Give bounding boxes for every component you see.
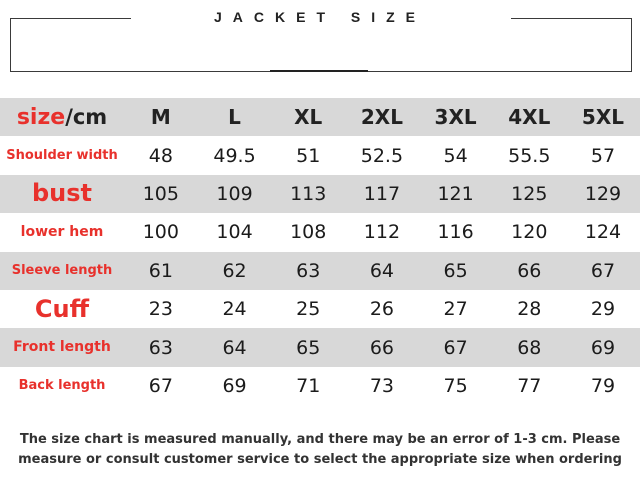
table-row: lower hem 100 104 108 112 116 120 124 bbox=[0, 213, 640, 251]
note-line-2: measure or consult customer service to s… bbox=[18, 452, 622, 467]
table-cell: 55.5 bbox=[508, 144, 551, 167]
table-cell: 65 bbox=[443, 259, 468, 282]
row-label-shoulder: Shoulder width bbox=[6, 147, 118, 163]
size-header-3xl: 3XL bbox=[434, 105, 477, 130]
table-cell: 57 bbox=[590, 144, 616, 167]
table-cell: 67 bbox=[443, 336, 468, 359]
table-row: Back length 67 69 71 73 75 77 79 bbox=[0, 367, 640, 405]
size-header-l: L bbox=[228, 105, 241, 130]
table-cell: 26 bbox=[369, 298, 394, 321]
size-table: size/cm M L XL 2XL 3XL 4XL 5XL Shoulder … bbox=[0, 98, 640, 405]
table-cell: 71 bbox=[296, 374, 321, 397]
table-cell: 79 bbox=[590, 374, 616, 397]
table-cell: 48 bbox=[148, 144, 173, 167]
size-word: size bbox=[16, 104, 66, 130]
table-cell: 105 bbox=[142, 182, 179, 205]
size-header-xl: XL bbox=[294, 105, 323, 130]
table-cell: 75 bbox=[443, 374, 468, 397]
table-row: Shoulder width 48 49.5 51 52.5 54 55.5 5… bbox=[0, 136, 640, 174]
table-cell: 69 bbox=[590, 336, 616, 359]
table-cell: 124 bbox=[584, 221, 622, 244]
table-cell: 104 bbox=[216, 221, 253, 244]
unit-label: /cm bbox=[65, 105, 108, 130]
table-cell: 63 bbox=[296, 259, 321, 282]
table-row: bust 105 109 113 117 121 125 129 bbox=[0, 174, 640, 214]
table-header-row: size/cm M L XL 2XL 3XL 4XL 5XL bbox=[0, 98, 640, 137]
table-cell: 129 bbox=[584, 182, 622, 205]
size-header-4xl: 4XL bbox=[508, 105, 551, 130]
table-cell: 66 bbox=[517, 259, 542, 282]
row-label-cuff: Cuff bbox=[34, 294, 90, 323]
chart-title: JACKET SIZE bbox=[213, 9, 426, 25]
measurement-note: The size chart is measured manually, and… bbox=[0, 430, 640, 470]
row-label-sleeve: Sleeve length bbox=[11, 262, 113, 278]
table-cell: 64 bbox=[222, 336, 247, 359]
table-row: Front length 63 64 65 66 67 68 69 bbox=[0, 328, 640, 367]
note-line-1: The size chart is measured manually, and… bbox=[19, 432, 621, 447]
table-cell: 64 bbox=[369, 259, 394, 282]
table-cell: 100 bbox=[142, 221, 179, 244]
table-cell: 54 bbox=[443, 144, 468, 167]
title-box bbox=[10, 18, 632, 72]
table-cell: 125 bbox=[511, 182, 548, 205]
table-row: Sleeve length 61 62 63 64 65 66 67 bbox=[0, 251, 640, 290]
table-cell: 73 bbox=[369, 374, 394, 397]
row-label-bust: bust bbox=[31, 179, 93, 208]
table-cell: 62 bbox=[222, 259, 247, 282]
table-cell: 65 bbox=[296, 336, 321, 359]
row-label-lower-hem: lower hem bbox=[20, 224, 104, 241]
table-cell: 51 bbox=[296, 144, 321, 167]
table-cell: 29 bbox=[590, 298, 616, 321]
table-cell: 49.5 bbox=[213, 144, 256, 167]
table-cell: 69 bbox=[222, 374, 247, 397]
table-cell: 116 bbox=[437, 221, 474, 244]
table-cell: 66 bbox=[369, 336, 394, 359]
table-cell: 52.5 bbox=[360, 144, 404, 167]
size-unit-label: size/cm bbox=[0, 106, 124, 129]
table-row: Cuff 23 24 25 26 27 28 29 bbox=[0, 290, 640, 328]
table-cell: 61 bbox=[148, 259, 173, 282]
table-cell: 23 bbox=[148, 298, 173, 321]
table-cell: 25 bbox=[296, 298, 321, 321]
table-cell: 120 bbox=[511, 221, 548, 244]
size-header-m: M bbox=[150, 105, 171, 130]
table-cell: 63 bbox=[148, 336, 173, 359]
row-label-front-length: Front length bbox=[13, 339, 111, 356]
table-cell: 68 bbox=[517, 336, 542, 359]
table-cell: 117 bbox=[363, 182, 401, 205]
table-cell: 67 bbox=[590, 259, 616, 282]
table-cell: 27 bbox=[443, 298, 468, 321]
table-cell: 24 bbox=[222, 298, 247, 321]
size-header-2xl: 2XL bbox=[360, 105, 403, 130]
table-cell: 109 bbox=[216, 182, 253, 205]
size-header-5xl: 5XL bbox=[581, 105, 625, 130]
table-cell: 28 bbox=[517, 298, 542, 321]
table-cell: 112 bbox=[363, 221, 401, 244]
row-label-back-length: Back length bbox=[18, 378, 106, 394]
table-cell: 77 bbox=[517, 374, 542, 397]
table-cell: 108 bbox=[290, 221, 327, 244]
table-cell: 67 bbox=[148, 374, 173, 397]
table-cell: 121 bbox=[437, 182, 474, 205]
table-cell: 113 bbox=[290, 182, 327, 205]
title-underline bbox=[270, 70, 368, 72]
